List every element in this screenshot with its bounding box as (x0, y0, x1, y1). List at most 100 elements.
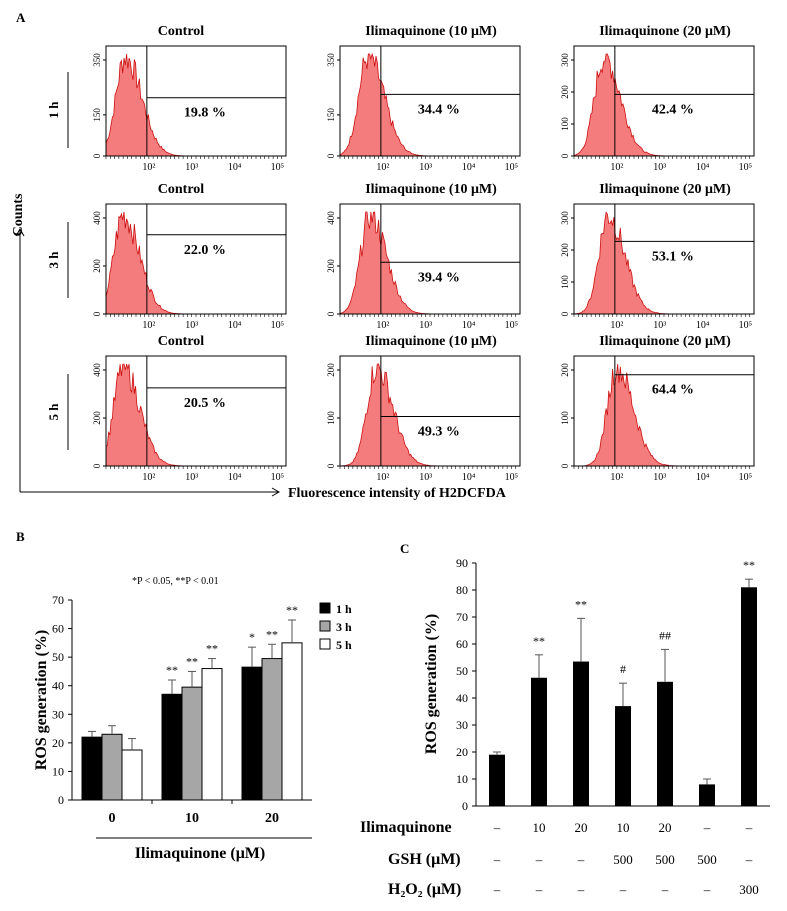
y-tick-label: 0 (560, 463, 570, 468)
condition-value: – (577, 882, 585, 897)
condition-value: – (535, 852, 543, 867)
row-label: 5 h (46, 403, 61, 421)
x-tick-label: 10⁴ (228, 162, 242, 173)
x-tick-label: 10³ (185, 320, 198, 331)
y-tick-label: 100 (326, 411, 336, 425)
condition-value: – (703, 882, 711, 897)
bar (121, 749, 143, 801)
x-tick-label: 10⁵ (505, 162, 519, 173)
gate-percent: 20.5 % (184, 396, 226, 411)
bar (657, 681, 673, 806)
legend-label: 1 h (336, 602, 352, 616)
condition-value: – (745, 852, 753, 867)
x-tick-label: 10² (376, 472, 389, 483)
y-tick-label: 20 (456, 745, 468, 759)
y-tick-label: 0 (92, 153, 102, 158)
bar (281, 642, 303, 801)
histogram-title: Control (158, 24, 205, 39)
row-label: 3 h (46, 251, 61, 269)
histogram-panel: Ilimaquinone (10 μM) 49.3 % 0 100 200 10² 10³ 1… (326, 334, 521, 483)
condition-value: – (493, 852, 501, 867)
x-tick-label: 10⁵ (739, 320, 753, 331)
gate-percent: 53.1 % (652, 249, 694, 264)
y-tick-label: 0 (560, 311, 570, 316)
bar (573, 661, 589, 806)
counts-axis-title: Counts (11, 193, 26, 236)
x-tick-label: 10³ (419, 320, 432, 331)
condition-label: Ilimaquinone (360, 819, 452, 836)
significance-mark: ** (743, 558, 755, 572)
histogram-title: Ilimaquinone (10 μM) (365, 334, 497, 349)
x-tick-label: 10⁴ (696, 472, 710, 483)
bar (181, 686, 203, 801)
y-tick-label: 90 (456, 556, 468, 570)
x-tick-label: 10² (142, 472, 155, 483)
significance-mark: # (620, 662, 626, 676)
y-tick-label: 200 (560, 85, 570, 99)
histogram-panel: Ilimaquinone (10 μM) 34.4 % 0 150 350 10² 10³ 1… (326, 24, 521, 173)
panel-b-ylabel: ROS generation (%) (33, 630, 50, 770)
histogram-fill (574, 364, 754, 466)
x-tick-label: 10⁴ (696, 320, 710, 331)
condition-value: 500 (697, 852, 717, 867)
y-tick-label: 350 (92, 53, 102, 67)
panel-c-chart: 0102030405060708090****###**Ilimaquinone… (360, 556, 770, 898)
y-tick-label: 300 (560, 211, 570, 225)
y-tick-label: 0 (326, 153, 336, 158)
significance-mark: ** (206, 642, 218, 656)
y-tick-label: 200 (326, 259, 336, 273)
y-tick-label: 10 (456, 772, 468, 786)
condition-value: – (535, 882, 543, 897)
gate-percent: 34.4 % (418, 102, 460, 117)
condition-value: 500 (613, 852, 633, 867)
y-tick-label: 70 (52, 593, 64, 607)
histogram-panel: Control 19.8 % 0 150 350 10² 10³ 10⁴ 10⁵ (92, 24, 287, 173)
histogram-title: Ilimaquinone (20 μM) (599, 24, 731, 39)
bar (261, 658, 283, 801)
x-tick-label: 10⁴ (228, 320, 242, 331)
y-tick-label: 40 (456, 691, 468, 705)
condition-label: H₂O₂ (μM) (388, 881, 461, 898)
x-tick-label: 0 (109, 811, 116, 826)
panel-b-letter: B (16, 529, 25, 544)
y-tick-label: 60 (52, 622, 64, 636)
gate-percent: 19.8 % (184, 106, 226, 121)
y-tick-label: 20 (52, 736, 64, 750)
significance-mark: ** (166, 663, 178, 677)
condition-value: – (661, 882, 669, 897)
x-tick-label: 10² (610, 320, 623, 331)
bar (531, 677, 547, 806)
x-tick-label: 10⁵ (739, 472, 753, 483)
gate-percent: 22.0 % (184, 243, 226, 258)
panel-a-axis-arrows (15, 227, 281, 497)
row-label: 1 h (46, 101, 61, 119)
x-tick-label: 10² (376, 320, 389, 331)
condition-value: – (577, 852, 585, 867)
gate-percent: 42.4 % (652, 102, 694, 117)
x-tick-label: 10⁴ (462, 162, 476, 173)
x-tick-label: 10³ (419, 162, 432, 173)
legend-label: 5 h (336, 638, 352, 652)
y-tick-label: 0 (58, 793, 64, 807)
x-tick-label: 10³ (185, 472, 198, 483)
bar (81, 736, 103, 801)
condition-value: 20 (659, 820, 672, 835)
x-tick-label: 10⁴ (696, 162, 710, 173)
x-tick-label: 10⁵ (505, 472, 519, 483)
histogram-title: Ilimaquinone (10 μM) (365, 24, 497, 39)
significance-mark: ## (659, 628, 671, 642)
gate-percent: 39.4 % (418, 270, 460, 285)
histogram-panel: Ilimaquinone (20 μM) 53.1 % 0 100 200 300 10² 1… (560, 182, 755, 331)
y-tick-label: 30 (456, 718, 468, 732)
histogram-fill (106, 364, 286, 466)
legend-label: 3 h (336, 620, 352, 634)
x-tick-label: 10³ (653, 162, 666, 173)
histogram-fill (340, 212, 520, 314)
y-tick-label: 200 (92, 411, 102, 425)
y-tick-label: 200 (560, 363, 570, 377)
condition-value: 500 (655, 852, 675, 867)
y-tick-label: 40 (52, 679, 64, 693)
x-tick-label: 10² (376, 162, 389, 173)
y-tick-label: 10 (52, 764, 64, 778)
fluorescence-axis-title: Fluorescence intensity of H2DCFDA (288, 486, 507, 501)
